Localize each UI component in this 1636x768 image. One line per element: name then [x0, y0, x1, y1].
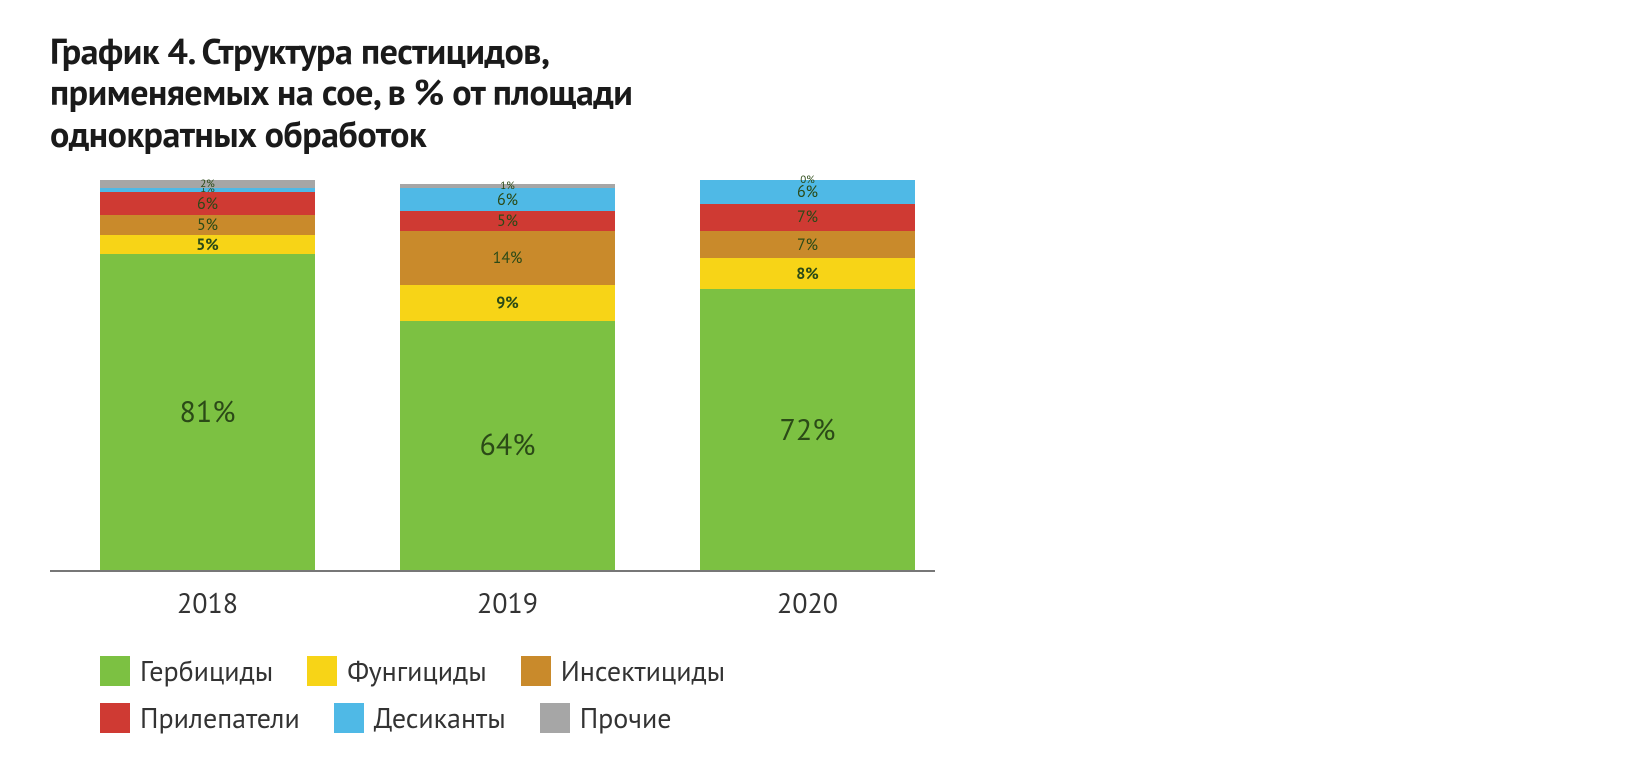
segment-label: 7%: [797, 237, 818, 253]
legend-item-fungicides: Фунгициды: [307, 652, 486, 689]
segment-2018-insecticides: 5%: [100, 215, 315, 235]
segment-label: 5%: [197, 217, 218, 233]
segment-2020-fungicides: 8%: [700, 258, 915, 289]
segment-2018-herbicides: 81%: [100, 254, 315, 570]
legend-swatch: [307, 656, 337, 686]
plot-area: 81%5%5%6%1%2%64%9%14%5%6%1%72%8%7%7%6%0%: [50, 182, 935, 572]
legend-label: Инсектициды: [561, 652, 725, 689]
segment-2019-adhesives: 5%: [400, 211, 615, 231]
bar-2018: 81%5%5%6%1%2%: [100, 180, 315, 570]
segment-2020-herbicides: 72%: [700, 289, 915, 570]
x-axis-label: 2020: [700, 584, 915, 621]
legend-item-desiccants: Десиканты: [334, 699, 506, 736]
legend-item-other: Прочие: [540, 699, 672, 736]
legend-swatch: [334, 703, 364, 733]
segment-2020-adhesives: 7%: [700, 204, 915, 231]
segment-label: 5%: [497, 213, 518, 229]
legend-label: Прилепатели: [140, 699, 300, 736]
x-axis: 2018 2019 2020: [50, 572, 1586, 618]
legend-label: Фунгициды: [347, 652, 486, 689]
segment-label: 14%: [493, 250, 523, 266]
segment-2019-insecticides: 14%: [400, 231, 615, 286]
segment-2019-fungicides: 9%: [400, 285, 615, 320]
segment-label: 64%: [480, 430, 536, 460]
stacked-bar-chart: 81%5%5%6%1%2%64%9%14%5%6%1%72%8%7%7%6%0%…: [50, 182, 1586, 736]
legend-swatch: [521, 656, 551, 686]
segment-label: 0%: [800, 175, 815, 186]
bar-2020: 72%8%7%7%6%0%: [700, 180, 915, 570]
x-axis-label: 2019: [400, 584, 615, 621]
segment-2020-insecticides: 7%: [700, 231, 915, 258]
segment-label: 5%: [196, 237, 219, 253]
segment-2018-fungicides: 5%: [100, 235, 315, 255]
segment-label: 1%: [500, 181, 515, 192]
legend-label: Прочие: [580, 699, 672, 736]
segment-label: 8%: [796, 266, 819, 282]
chart-title: График 4. Структура пестицидов, применяе…: [50, 30, 1586, 154]
segment-label: 72%: [780, 415, 836, 445]
segment-label: 6%: [497, 192, 518, 208]
bar-2019: 64%9%14%5%6%1%: [400, 180, 615, 570]
legend-item-herbicides: Гербициды: [100, 652, 273, 689]
segment-label: 7%: [797, 209, 818, 225]
page: График 4. Структура пестицидов, применяе…: [0, 0, 1636, 768]
segment-label: 81%: [180, 397, 236, 427]
legend-swatch: [540, 703, 570, 733]
legend-swatch: [100, 656, 130, 686]
segment-2019-herbicides: 64%: [400, 321, 615, 571]
segment-2018-other: 2%: [100, 180, 315, 188]
segment-2019-other: 1%: [400, 184, 615, 188]
segment-label: 2%: [200, 179, 215, 190]
x-axis-label: 2018: [100, 584, 315, 621]
legend: Гербициды Фунгициды Инсектициды Прилепатели…: [100, 652, 920, 736]
segment-label: 9%: [496, 295, 519, 311]
legend-label: Гербициды: [140, 652, 273, 689]
segment-label: 6%: [197, 196, 218, 212]
legend-item-insecticides: Инсектициды: [521, 652, 725, 689]
legend-item-adhesives: Прилепатели: [100, 699, 300, 736]
legend-label: Десиканты: [374, 699, 506, 736]
legend-swatch: [100, 703, 130, 733]
